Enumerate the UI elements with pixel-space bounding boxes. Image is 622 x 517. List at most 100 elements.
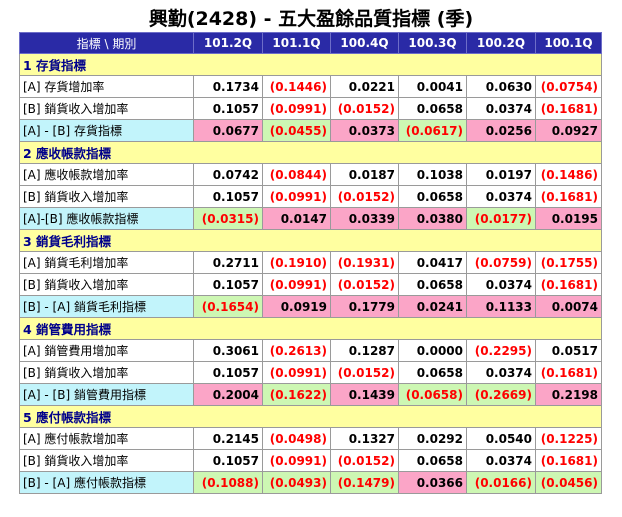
value-cell: (0.1681) [535,97,602,120]
value-cell: 0.0373 [330,119,399,142]
value-cell: 0.0658 [398,185,467,208]
value-cell: (0.0152) [330,361,399,384]
value-cell: 0.0658 [398,449,467,472]
value-cell: 0.1133 [466,295,536,318]
value-cell: 0.0658 [398,361,467,384]
row-label: [B] 銷貨收入增加率 [19,97,194,120]
period-header: 100.4Q [330,32,399,54]
value-cell: (0.1681) [535,185,602,208]
value-cell: 0.0366 [398,471,467,494]
indicator-row: [A] - [B] 銷管費用指標 0.2004 (0.1622) 0.1439 (0.0… [19,383,602,406]
value-cell: (0.0991) [262,449,331,472]
value-cell: 0.0658 [398,97,467,120]
value-cell: (0.0455) [262,119,331,142]
indicator-row: [A] - [B] 存貨指標 0.0677 (0.0455) 0.0373 (0.061… [19,119,602,142]
table-row: [A] 應收帳款增加率 0.0742 (0.0844) 0.0187 0.1038 0.0… [19,163,602,186]
value-cell: (0.0759) [466,251,536,274]
value-cell: 0.0677 [193,119,263,142]
row-label: [A] - [B] 銷管費用指標 [19,383,194,406]
value-cell: 0.0374 [466,361,536,384]
value-cell: (0.2295) [466,339,536,362]
value-cell: (0.1681) [535,361,602,384]
value-cell: 0.0256 [466,119,536,142]
value-cell: (0.1486) [535,163,602,186]
value-cell: 0.0147 [262,207,331,230]
value-cell: 0.0292 [398,427,467,450]
row-label: [B] 銷貨收入增加率 [19,185,194,208]
value-cell: (0.1654) [193,295,263,318]
value-cell: 0.1327 [330,427,399,450]
value-cell: 0.0919 [262,295,331,318]
value-cell: (0.0456) [535,471,602,494]
table-row: [B] 銷貨收入增加率 0.1057 (0.0991) (0.0152) 0.0658 0… [19,185,602,208]
value-cell: 0.0374 [466,97,536,120]
row-label: [B] - [A] 銷貨毛利指標 [19,295,194,318]
value-cell: (0.0498) [262,427,331,450]
value-cell: (0.0991) [262,97,331,120]
value-cell: 0.2004 [193,383,263,406]
value-cell: 0.1057 [193,185,263,208]
section-title: 2 應收帳款指標 [19,141,602,164]
value-cell: 0.0540 [466,427,536,450]
value-cell: (0.1088) [193,471,263,494]
value-cell: 0.1057 [193,361,263,384]
period-header: 101.1Q [262,32,331,54]
row-label: [A] - [B] 存貨指標 [19,119,194,142]
value-cell: (0.0177) [466,207,536,230]
value-cell: 0.0241 [398,295,467,318]
value-cell: (0.0152) [330,273,399,296]
value-cell: (0.1910) [262,251,331,274]
value-cell: 0.1057 [193,97,263,120]
value-cell: 0.1287 [330,339,399,362]
value-cell: 0.3061 [193,339,263,362]
section-title: 3 銷貨毛利指標 [19,229,602,252]
section-row: 5 應付帳款指標 [19,405,602,428]
value-cell: (0.0152) [330,97,399,120]
value-cell: 0.0742 [193,163,263,186]
value-cell: (0.0152) [330,449,399,472]
value-cell: (0.1931) [330,251,399,274]
period-header: 100.2Q [466,32,536,54]
table-row: [B] 銷貨收入增加率 0.1057 (0.0991) (0.0152) 0.0658 0… [19,273,602,296]
value-cell: 0.0195 [535,207,602,230]
value-cell: 0.0417 [398,251,467,274]
value-cell: (0.0991) [262,185,331,208]
value-cell: 0.2198 [535,383,602,406]
value-cell: (0.1446) [262,75,331,98]
value-cell: 0.1734 [193,75,263,98]
section-row: 1 存貨指標 [19,53,602,76]
value-cell: (0.0315) [193,207,263,230]
value-cell: (0.0754) [535,75,602,98]
header-indicator-period: 指標 \ 期別 [19,32,194,54]
row-label: [B] 銷貨收入增加率 [19,273,194,296]
row-label: [B] 銷貨收入增加率 [19,449,194,472]
section-row: 2 應收帳款指標 [19,141,602,164]
section-title: 1 存貨指標 [19,53,602,76]
period-header: 100.3Q [398,32,467,54]
value-cell: 0.0374 [466,449,536,472]
value-cell: 0.0041 [398,75,467,98]
header-row: 指標 \ 期別 101.2Q 101.1Q 100.4Q 100.3Q 100.… [19,32,602,54]
value-cell: 0.0380 [398,207,467,230]
row-label: [A] 存貨增加率 [19,75,194,98]
value-cell: 0.1057 [193,449,263,472]
indicator-row: [B] - [A] 應付帳款指標 (0.1088) (0.0493) (0.1479)… [19,471,602,494]
value-cell: (0.1681) [535,273,602,296]
value-cell: 0.0221 [330,75,399,98]
row-label: [A] 銷貨毛利增加率 [19,251,194,274]
value-cell: (0.2669) [466,383,536,406]
table-row: [B] 銷貨收入增加率 0.1057 (0.0991) (0.0152) 0.0658 0… [19,361,602,384]
value-cell: (0.0493) [262,471,331,494]
page-title: 興勤(2428) - 五大盈餘品質指標 (季) [148,8,474,30]
value-cell: (0.0844) [262,163,331,186]
table-row: [A] 應付帳款增加率 0.2145 (0.0498) 0.1327 0.0292 0.0… [19,427,602,450]
value-cell: 0.1057 [193,273,263,296]
value-cell: 0.0000 [398,339,467,362]
table-row: [A] 銷貨毛利增加率 0.2711 (0.1910) (0.1931) 0.0417(… [19,251,602,274]
value-cell: 0.0074 [535,295,602,318]
value-cell: (0.1225) [535,427,602,450]
value-cell: 0.0658 [398,273,467,296]
value-cell: 0.0374 [466,273,536,296]
value-cell: 0.1038 [398,163,467,186]
value-cell: 0.2145 [193,427,263,450]
